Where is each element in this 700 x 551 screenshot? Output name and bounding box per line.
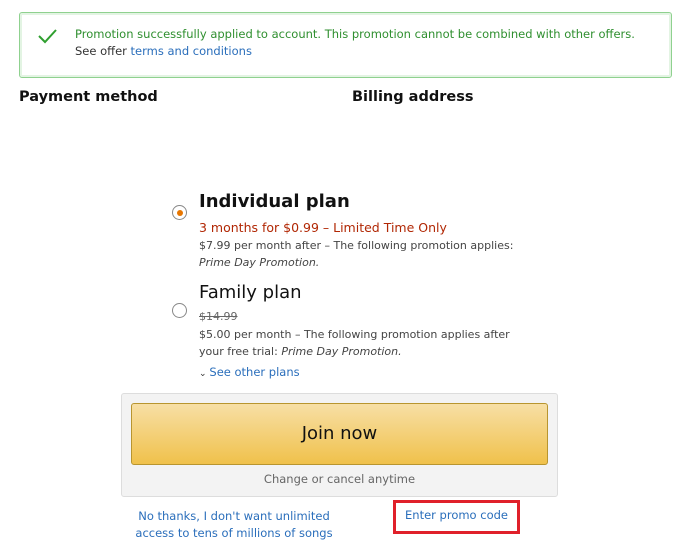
individual-plan-detail: $7.99 per month after – The following pr… <box>199 239 514 252</box>
promotion-success-banner <box>19 12 672 78</box>
family-plan-detail: $5.00 per month – The following promotio… <box>199 328 510 341</box>
no-thanks-link[interactable]: No thanks, I don't want unlimited access… <box>135 509 333 540</box>
promotion-message: Promotion successfully applied to accoun… <box>75 27 635 41</box>
terms-link[interactable]: terms and conditions <box>130 44 252 58</box>
payment-method-heading: Payment method <box>19 89 158 105</box>
family-plan-trial-text: your free trial: <box>199 345 282 358</box>
billing-address-heading: Billing address <box>352 89 474 105</box>
promo-code-highlight <box>393 500 520 534</box>
family-plan-old-price: $14.99 <box>199 310 238 323</box>
individual-plan-radio[interactable] <box>172 205 187 220</box>
cancel-note: Change or cancel anytime <box>263 472 416 486</box>
check-icon <box>38 29 57 44</box>
individual-plan-title: Individual plan <box>199 191 350 212</box>
family-plan-detail-2: your free trial: Prime Day Promotion. <box>199 345 402 358</box>
chevron-down-icon: ⌄ <box>199 369 210 379</box>
individual-plan-promo-name: Prime Day Promotion. <box>199 256 320 269</box>
family-plan-promo-name: Prime Day Promotion. <box>281 345 402 358</box>
family-plan-title: Family plan <box>199 282 302 303</box>
individual-plan-promo: 3 months for $0.99 – Limited Time Only <box>199 220 447 235</box>
see-offer-label: See offer <box>75 44 131 58</box>
join-now-button[interactable]: Join now <box>131 403 548 465</box>
family-plan-radio[interactable] <box>172 303 187 318</box>
see-other-plans-link[interactable]: ⌄ See other plans <box>199 365 300 379</box>
see-offer-text: See offer terms and conditions <box>75 44 252 58</box>
see-other-plans-label: See other plans <box>209 365 300 379</box>
enter-promo-code-link[interactable]: Enter promo code <box>405 508 508 522</box>
